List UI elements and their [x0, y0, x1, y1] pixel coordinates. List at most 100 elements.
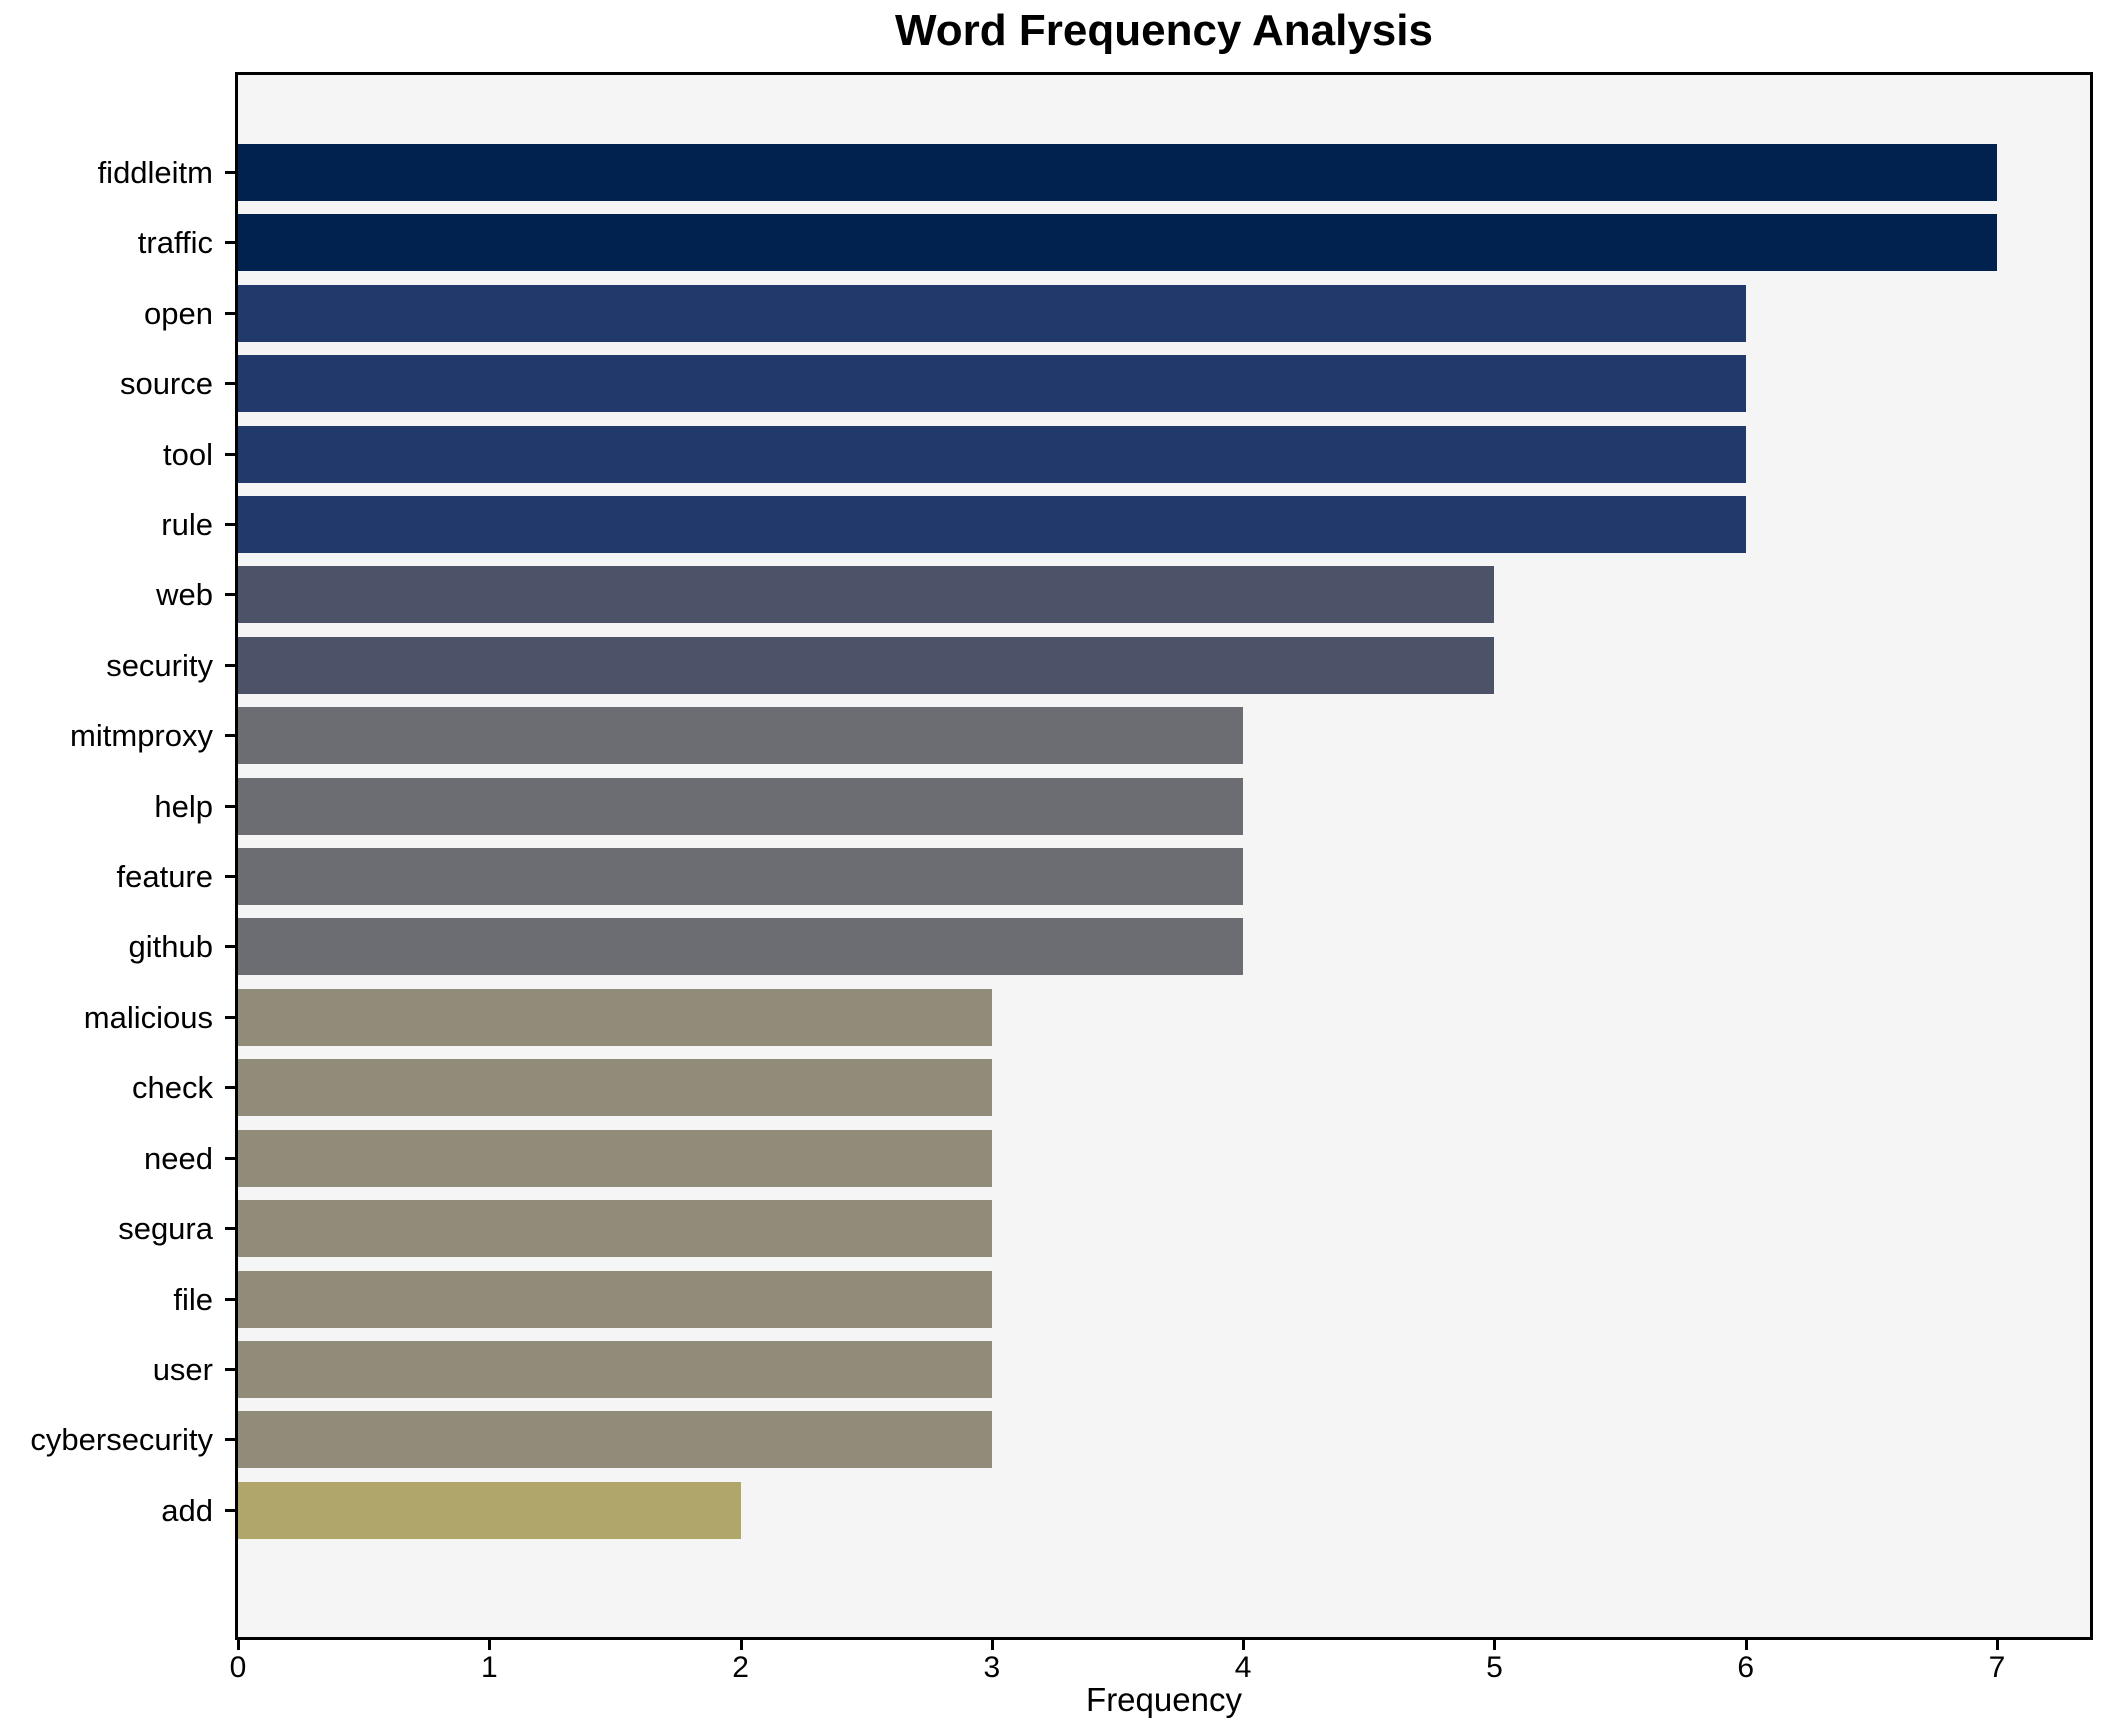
bar-row-check: check	[132, 1059, 2090, 1117]
y-tick-mark	[225, 1297, 235, 1301]
y-tick-label-tool: tool	[163, 436, 213, 472]
y-tick-label-traffic: traffic	[137, 225, 213, 261]
bar-web	[238, 566, 1495, 624]
y-tick-label-segura: segura	[118, 1211, 213, 1247]
bar-tool	[238, 425, 1746, 483]
bar-add	[238, 1481, 741, 1539]
bar-rule	[238, 496, 1746, 554]
x-tick-mark	[237, 1640, 240, 1650]
x-tick-label: 1	[480, 1651, 498, 1684]
chart-title: Word Frequency Analysis	[895, 6, 1433, 55]
x-tick-mark	[990, 1640, 994, 1650]
y-tick-mark	[225, 1227, 235, 1231]
y-tick-mark	[225, 734, 235, 738]
bar-open	[238, 284, 1746, 342]
bar-row-github: github	[129, 918, 2090, 976]
bar-row-file: file	[173, 1270, 2090, 1328]
y-tick-label-feature: feature	[116, 859, 213, 895]
bars-container: fiddleitm traffic open source tool rule web sec…	[30, 144, 2090, 1539]
bar-malicious	[238, 988, 992, 1046]
y-tick-mark	[225, 945, 235, 949]
bar-row-need: need	[144, 1129, 2090, 1187]
x-tick-label: 7	[1988, 1651, 2006, 1684]
bar-need	[238, 1129, 992, 1187]
y-tick-mark	[225, 1156, 235, 1160]
x-tick-label: 4	[1234, 1651, 1252, 1684]
x-tick-label: 0	[229, 1651, 247, 1684]
y-tick-mark	[225, 804, 235, 808]
y-tick-mark	[225, 523, 235, 527]
bar-row-open: open	[144, 284, 2090, 342]
y-tick-mark	[225, 593, 235, 597]
y-tick-label-malicious: malicious	[83, 999, 213, 1035]
bar-row-fiddleitm: fiddleitm	[98, 144, 2090, 201]
bar-row-source: source	[120, 355, 2090, 413]
y-tick-mark	[225, 663, 235, 667]
y-tick-mark	[225, 1508, 235, 1512]
y-tick-label-user: user	[152, 1351, 213, 1387]
y-tick-mark	[225, 452, 235, 456]
bar-segura	[238, 1200, 992, 1258]
bar-row-cybersecurity: cybersecurity	[30, 1411, 2090, 1469]
bar-mitmproxy	[238, 707, 1244, 765]
bar-row-security: security	[106, 636, 2090, 694]
x-tick-mark	[1996, 1640, 2000, 1650]
x-tick-label: 2	[732, 1651, 749, 1684]
bar-row-add: add	[161, 1481, 2090, 1539]
y-tick-label-file: file	[173, 1281, 213, 1317]
x-tick-label: 3	[983, 1651, 1001, 1684]
y-tick-mark	[225, 311, 235, 315]
y-tick-mark	[225, 1015, 235, 1019]
bar-github	[238, 918, 1244, 976]
bar-row-user: user	[153, 1340, 2090, 1398]
bar-row-rule: rule	[161, 496, 2090, 554]
bar-row-feature: feature	[116, 848, 2090, 906]
y-tick-label-fiddleitm: fiddleitm	[97, 155, 213, 190]
y-tick-mark	[225, 875, 235, 879]
y-tick-label-github: github	[128, 929, 213, 965]
x-axis-label: Frequency	[1086, 1681, 1242, 1718]
plot-area: fiddleitm traffic open source tool rule web sec…	[30, 72, 2093, 1718]
x-tick-mark	[739, 1640, 743, 1650]
y-tick-label-check: check	[132, 1070, 213, 1106]
bar-row-web: web	[156, 566, 2090, 624]
y-tick-label-need: need	[144, 1140, 213, 1176]
y-tick-label-web: web	[156, 577, 213, 613]
y-tick-mark	[225, 1086, 235, 1090]
x-tick-mark	[1493, 1640, 1497, 1650]
bar-source	[238, 355, 1746, 413]
bar-row-mitmproxy: mitmproxy	[70, 707, 2090, 765]
bar-cybersecurity	[238, 1411, 992, 1469]
bar-feature	[238, 848, 1244, 906]
bar-row-help: help	[154, 777, 2090, 835]
bar-fiddleitm	[238, 144, 1998, 201]
bar-row-tool: tool	[163, 425, 2090, 483]
bar-row-malicious: malicious	[84, 988, 2090, 1046]
y-tick-label-help: help	[154, 788, 213, 824]
bar-row-traffic: traffic	[138, 214, 2090, 272]
y-tick-label-source: source	[119, 366, 213, 402]
x-tick-label: 5	[1486, 1651, 1503, 1684]
y-tick-mark	[225, 171, 235, 174]
y-tick-label-open: open	[144, 295, 213, 331]
y-tick-mark	[225, 1367, 235, 1371]
y-tick-label-cybersecurity: cybersecurity	[30, 1422, 213, 1458]
x-tick-label: 6	[1737, 1651, 1755, 1684]
bar-user	[238, 1340, 992, 1398]
x-tick-mark	[1744, 1640, 1748, 1650]
bar-security	[238, 636, 1495, 694]
bar-traffic	[238, 214, 1998, 272]
y-tick-label-rule: rule	[161, 507, 213, 543]
y-tick-mark	[225, 241, 235, 245]
y-tick-mark	[225, 1438, 235, 1442]
bar-file	[238, 1270, 992, 1328]
y-tick-label-add: add	[161, 1492, 213, 1528]
bar-help	[238, 777, 1244, 835]
bar-row-segura: segura	[118, 1200, 2090, 1258]
y-tick-label-security: security	[106, 647, 213, 683]
y-tick-mark	[225, 382, 235, 386]
x-tick-mark	[488, 1640, 492, 1650]
bar-check	[238, 1059, 992, 1117]
x-tick-mark	[1242, 1640, 1246, 1650]
